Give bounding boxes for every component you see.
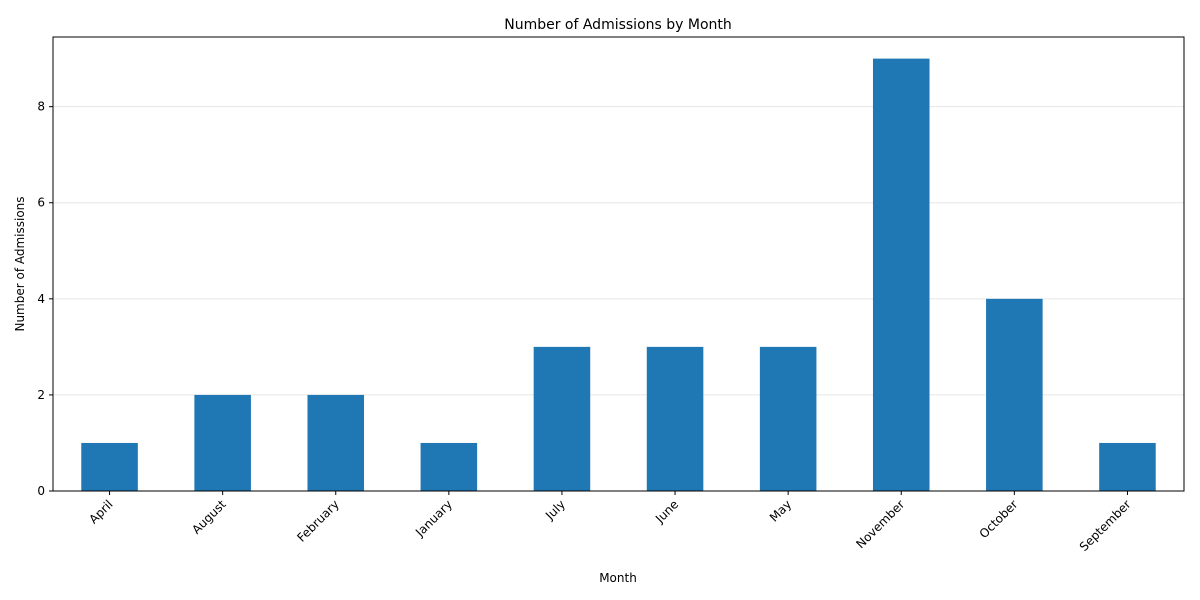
x-tick-label: April <box>86 497 115 526</box>
bar <box>986 298 1043 491</box>
y-tick-label: 6 <box>37 196 45 210</box>
x-tick-label: June <box>652 497 681 526</box>
chart-title: Number of Admissions by Month <box>504 17 732 33</box>
x-tick-label: October <box>977 497 1021 541</box>
bar <box>646 346 704 491</box>
y-tick-label: 4 <box>37 292 45 306</box>
bar <box>307 394 365 491</box>
y-axis-label: Number of Admissions <box>13 196 27 331</box>
bar <box>759 346 817 491</box>
y-tick-label: 2 <box>37 388 45 402</box>
bar <box>533 346 591 491</box>
x-tick-label: July <box>542 497 568 523</box>
y-axis-ticks: 0 2 4 6 8 <box>37 100 53 498</box>
x-tick-label: May <box>767 497 794 524</box>
y-tick-label: 0 <box>37 484 45 498</box>
x-tick-label: September <box>1077 497 1134 554</box>
bars <box>81 58 1156 491</box>
x-tick-label: January <box>412 497 455 540</box>
bar <box>872 58 930 491</box>
x-axis-ticks: April August February January July June May Nov… <box>86 491 1134 554</box>
bar <box>194 394 251 491</box>
bar <box>1099 442 1156 491</box>
bar <box>81 442 138 491</box>
x-axis-label: Month <box>599 571 637 585</box>
bar <box>420 442 478 491</box>
plot-area-frame <box>52 36 1185 492</box>
y-tick-label: 8 <box>37 100 45 114</box>
x-tick-label: February <box>294 497 342 545</box>
x-tick-label: August <box>189 497 229 537</box>
x-tick-label: November <box>853 497 907 551</box>
